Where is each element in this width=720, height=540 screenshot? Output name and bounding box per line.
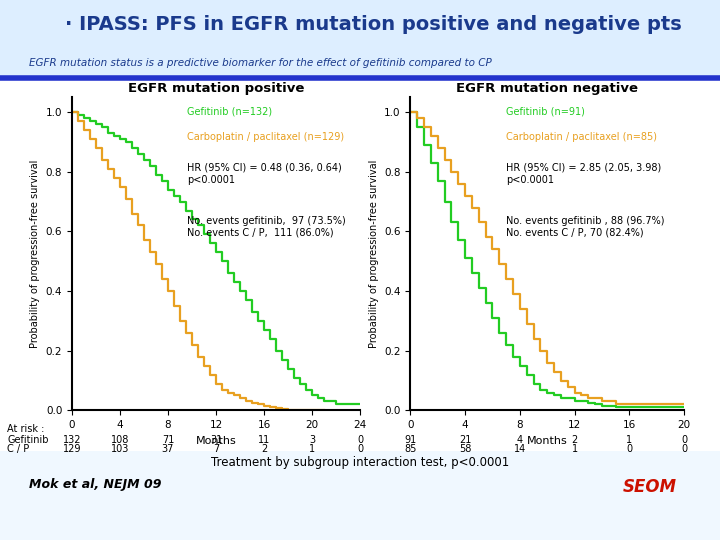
Text: 14: 14 xyxy=(513,444,526,454)
Text: 3: 3 xyxy=(309,435,315,445)
Text: 37: 37 xyxy=(162,444,174,454)
Text: 2: 2 xyxy=(261,444,267,454)
Text: 1: 1 xyxy=(626,435,632,445)
Title: EGFR mutation negative: EGFR mutation negative xyxy=(456,82,638,94)
Text: Gefitinib: Gefitinib xyxy=(7,435,49,445)
Text: EGFR mutation status is a predictive biomarker for the effect of gefitinib compa: EGFR mutation status is a predictive bio… xyxy=(29,58,492,69)
Text: At risk :: At risk : xyxy=(7,424,45,434)
Text: No. events gefitinib , 88 (96.7%)
No. events C / P, 70 (82.4%): No. events gefitinib , 88 (96.7%) No. ev… xyxy=(506,216,665,238)
Text: 91: 91 xyxy=(404,435,417,445)
Text: Treatment by subgroup interaction test, p<0.0001: Treatment by subgroup interaction test, … xyxy=(211,456,509,469)
Text: HR (95% CI) = 2.85 (2.05, 3.98)
p<0.0001: HR (95% CI) = 2.85 (2.05, 3.98) p<0.0001 xyxy=(506,163,662,185)
Text: 85: 85 xyxy=(404,444,417,454)
Y-axis label: Probability of progression-free survival: Probability of progression-free survival xyxy=(369,160,379,348)
Text: · IPASS: PFS in EGFR mutation positive and negative pts: · IPASS: PFS in EGFR mutation positive a… xyxy=(65,15,682,34)
Text: 0: 0 xyxy=(357,435,363,445)
Text: SEOM: SEOM xyxy=(623,478,677,496)
Text: Gefitinib (n=91): Gefitinib (n=91) xyxy=(506,106,585,117)
Text: 1: 1 xyxy=(309,444,315,454)
Text: 103: 103 xyxy=(111,444,129,454)
Text: 2: 2 xyxy=(572,435,577,445)
Text: 11: 11 xyxy=(258,435,270,445)
Text: 58: 58 xyxy=(459,444,472,454)
Text: 7: 7 xyxy=(213,444,219,454)
Text: Carboplatin / paclitaxel (n=85): Carboplatin / paclitaxel (n=85) xyxy=(506,132,657,141)
Text: 0: 0 xyxy=(681,435,687,445)
Text: Gefitinib (n=132): Gefitinib (n=132) xyxy=(187,106,272,117)
Text: HR (95% CI) = 0.48 (0.36, 0.64)
p<0.0001: HR (95% CI) = 0.48 (0.36, 0.64) p<0.0001 xyxy=(187,163,342,185)
Text: 1: 1 xyxy=(572,444,577,454)
Text: Carboplatin / paclitaxel (n=129): Carboplatin / paclitaxel (n=129) xyxy=(187,132,344,141)
Text: 31: 31 xyxy=(210,435,222,445)
Text: 108: 108 xyxy=(111,435,129,445)
Text: No. events gefitinib,  97 (73.5%)
No. events C / P,  111 (86.0%): No. events gefitinib, 97 (73.5%) No. eve… xyxy=(187,216,346,238)
Text: 132: 132 xyxy=(63,435,81,445)
Text: Mok et al, NEJM 09: Mok et al, NEJM 09 xyxy=(29,478,161,491)
Text: 4: 4 xyxy=(517,435,523,445)
Text: 129: 129 xyxy=(63,444,81,454)
Text: 0: 0 xyxy=(681,444,687,454)
Title: EGFR mutation positive: EGFR mutation positive xyxy=(128,82,304,94)
X-axis label: Months: Months xyxy=(527,436,567,446)
Text: 0: 0 xyxy=(357,444,363,454)
Text: C / P: C / P xyxy=(7,444,30,454)
Text: 0: 0 xyxy=(626,444,632,454)
X-axis label: Months: Months xyxy=(196,436,236,446)
Y-axis label: Probability of progression-free survival: Probability of progression-free survival xyxy=(30,160,40,348)
Text: 21: 21 xyxy=(459,435,472,445)
Text: 71: 71 xyxy=(162,435,174,445)
